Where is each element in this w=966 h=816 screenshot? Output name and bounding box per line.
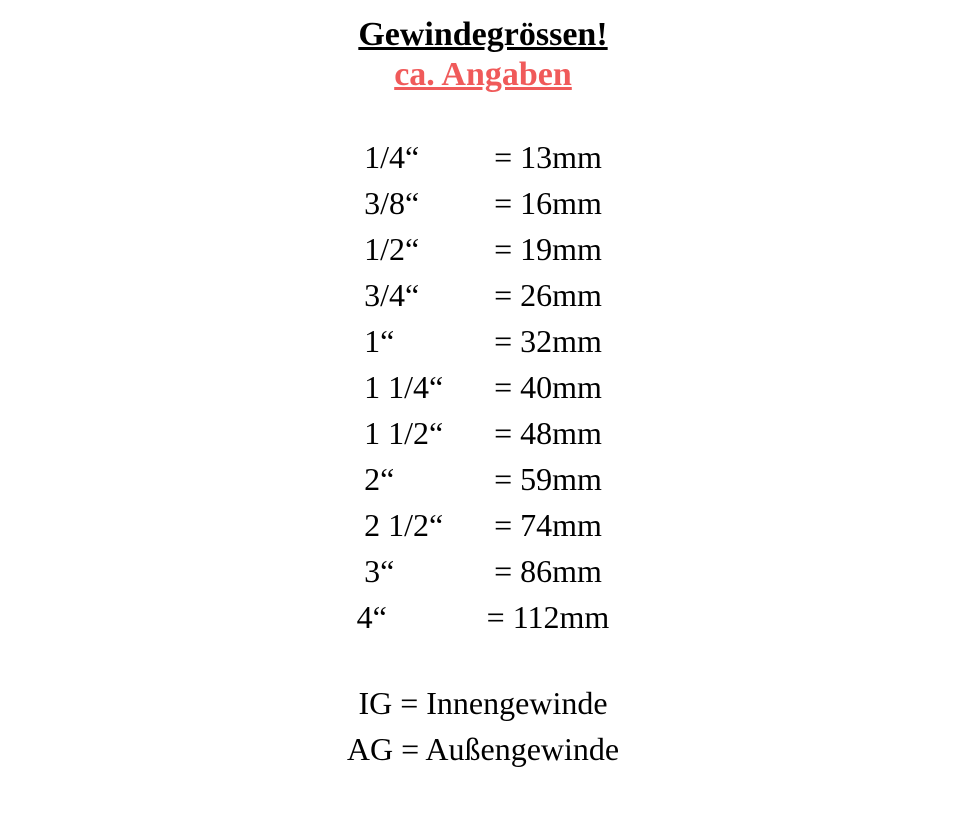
size-inch: 2“: [364, 456, 494, 502]
size-table: 1/4“ = 13mm 3/8“ = 16mm 1/2“ = 19mm 3/4“…: [357, 134, 610, 640]
size-mm: = 32mm: [494, 318, 602, 364]
size-inch: 4“: [357, 594, 487, 640]
table-row: 1/4“ = 13mm: [364, 134, 602, 180]
table-row: 1 1/4“ = 40mm: [364, 364, 602, 410]
table-row: 4“ = 112mm: [357, 594, 610, 640]
size-inch: 3“: [364, 548, 494, 594]
size-inch: 2 1/2“: [364, 502, 494, 548]
size-inch: 1/2“: [364, 226, 494, 272]
size-mm: = 13mm: [494, 134, 602, 180]
legend: IG = Innengewinde AG = Außengewinde: [347, 680, 619, 772]
size-mm: = 112mm: [487, 594, 610, 640]
size-mm: = 86mm: [494, 548, 602, 594]
size-inch: 1 1/4“: [364, 364, 494, 410]
size-mm: = 74mm: [494, 502, 602, 548]
size-mm: = 40mm: [494, 364, 602, 410]
size-mm: = 19mm: [494, 226, 602, 272]
table-row: 3/8“ = 16mm: [364, 180, 602, 226]
size-inch: 1“: [364, 318, 494, 364]
table-row: 1 1/2“ = 48mm: [364, 410, 602, 456]
size-inch: 1 1/2“: [364, 410, 494, 456]
size-mm: = 26mm: [494, 272, 602, 318]
legend-line: AG = Außengewinde: [347, 726, 619, 772]
size-inch: 1/4“: [364, 134, 494, 180]
page-subtitle: ca. Angaben: [394, 56, 572, 94]
table-row: 2 1/2“ = 74mm: [364, 502, 602, 548]
table-row: 3“ = 86mm: [364, 548, 602, 594]
size-mm: = 59mm: [494, 456, 602, 502]
table-row: 2“ = 59mm: [364, 456, 602, 502]
size-inch: 3/8“: [364, 180, 494, 226]
legend-line: IG = Innengewinde: [358, 680, 607, 726]
size-inch: 3/4“: [364, 272, 494, 318]
page-title: Gewindegrössen!: [358, 16, 607, 54]
size-mm: = 48mm: [494, 410, 602, 456]
table-row: 1/2“ = 19mm: [364, 226, 602, 272]
size-mm: = 16mm: [494, 180, 602, 226]
table-row: 3/4“ = 26mm: [364, 272, 602, 318]
table-row: 1“ = 32mm: [364, 318, 602, 364]
page: Gewindegrössen! ca. Angaben 1/4“ = 13mm …: [0, 0, 966, 772]
